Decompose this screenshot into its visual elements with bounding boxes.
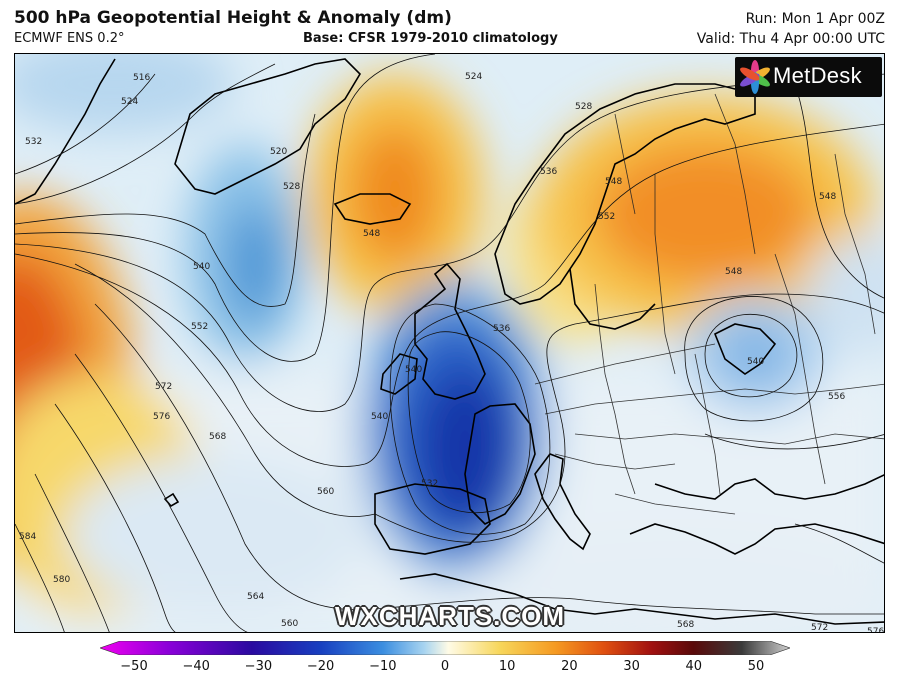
- contour-label: 528: [575, 102, 592, 112]
- contour-label: 572: [155, 382, 172, 392]
- colorbar-tick-label: 30: [623, 659, 640, 674]
- contour-label: 552: [191, 322, 208, 332]
- wxcharts-watermark: WXCHARTS.COM: [334, 601, 566, 631]
- metdesk-logo-text: MetDesk: [773, 63, 862, 88]
- colorbar-tick-label: −40: [182, 659, 210, 674]
- anomaly-map[interactable]: 516 524 532 520 528 524 536 528 548 540 …: [14, 53, 885, 633]
- contour-label: 576: [867, 627, 884, 633]
- contour-label: 520: [270, 147, 287, 157]
- contour-label: 560: [281, 619, 298, 629]
- colorbar-ticks: −50 −40 −30 −20 −10 0 10 20 30 40 50: [0, 659, 900, 683]
- contour-label: 552: [598, 212, 615, 222]
- colorbar-tick-label: −20: [306, 659, 335, 674]
- contour-label: 524: [465, 72, 482, 82]
- header: 500 hPa Geopotential Height & Anomaly (d…: [0, 0, 900, 52]
- contour-label: 536: [540, 167, 557, 177]
- contour-label: 556: [828, 392, 845, 402]
- colorbar-tick-label: −50: [120, 659, 148, 674]
- contour-label: 540: [193, 262, 210, 272]
- contour-labels: 516 524 532 520 528 524 536 528 548 540 …: [19, 72, 884, 633]
- contour-label: 548: [819, 192, 836, 202]
- contour-label: 548: [605, 177, 622, 187]
- colorbar-gradient: [100, 641, 790, 655]
- height-contours: [15, 54, 884, 632]
- contour-label: 540: [371, 412, 388, 422]
- chart-title: 500 hPa Geopotential Height & Anomaly (d…: [14, 8, 452, 28]
- contour-label: 568: [209, 432, 226, 442]
- contour-label: 540: [405, 365, 422, 375]
- contour-label: 568: [677, 620, 694, 630]
- run-time-label: Run: Mon 1 Apr 00Z: [745, 11, 885, 27]
- colorbar-tick-label: −30: [244, 659, 273, 674]
- colorbar-tick-label: 50: [747, 659, 765, 674]
- metdesk-logo: MetDesk: [735, 57, 882, 97]
- colorbar: [100, 641, 790, 655]
- metdesk-flower-icon: [740, 60, 770, 94]
- contour-label: 564: [247, 592, 264, 602]
- coastlines: [15, 58, 884, 625]
- contour-label: 536: [493, 324, 510, 334]
- valid-time-label: Valid: Thu 4 Apr 00:00 UTC: [696, 31, 885, 47]
- anomaly-shading: [15, 54, 884, 632]
- contour-label: 548: [363, 229, 380, 239]
- contour-label: 560: [317, 487, 334, 497]
- contour-label: 528: [283, 182, 300, 192]
- contour-label: 532: [421, 479, 438, 489]
- model-label: ECMWF ENS 0.2°: [14, 31, 125, 46]
- colorbar-tick-label: 0: [440, 659, 450, 674]
- contour-label: 524: [121, 97, 138, 107]
- colorbar-tick-label: −10: [369, 659, 397, 674]
- climatology-base-label: Base: CFSR 1979-2010 climatology: [303, 31, 558, 46]
- map-canvas: 516 524 532 520 528 524 536 528 548 540 …: [15, 54, 884, 633]
- colorbar-tick-label: 10: [498, 659, 516, 674]
- contour-label: 516: [133, 73, 150, 83]
- contour-label: 580: [53, 575, 70, 585]
- contour-label: 540: [747, 357, 764, 367]
- country-borders: [534, 93, 884, 515]
- colorbar-tick-label: 20: [561, 659, 578, 674]
- contour-label: 576: [153, 412, 170, 422]
- contour-label: 532: [25, 137, 42, 147]
- contour-label: 584: [19, 532, 36, 542]
- colorbar-tick-label: 40: [685, 659, 703, 674]
- contour-label: 572: [811, 623, 828, 633]
- contour-label: 548: [725, 267, 742, 277]
